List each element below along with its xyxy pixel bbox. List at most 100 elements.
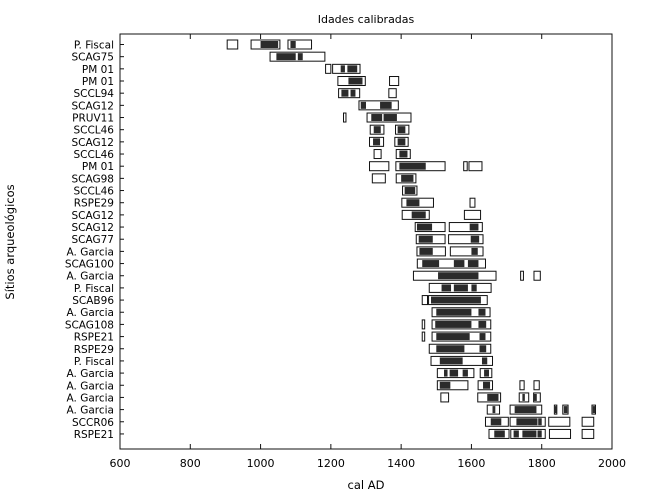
range-95-bar [416, 258, 486, 269]
range-68-bar [462, 369, 468, 377]
site-label: SCCL46 [73, 186, 114, 198]
range-68-bar [422, 260, 440, 268]
site-label: SCAG12 [72, 222, 115, 234]
site-label: PM 01 [82, 64, 114, 76]
site-row: SCCL94 [73, 88, 397, 100]
range-68-bar [554, 406, 557, 414]
site-row: A. Garcia [67, 380, 540, 392]
site-label: RSPE29 [74, 344, 114, 356]
range-95-bar [269, 51, 326, 62]
site-label: A. Garcia [67, 368, 114, 380]
range-68-bar [439, 357, 463, 365]
range-95-bar [325, 63, 332, 74]
site-row: SCAG12 [72, 222, 483, 234]
site-label: SCCL46 [73, 125, 114, 137]
site-label: P. Fiscal [74, 356, 114, 368]
range-95-bar [226, 39, 239, 50]
site-row: SCAG100 [65, 258, 486, 271]
plot-area [119, 33, 613, 450]
range-68-bar [360, 101, 366, 109]
site-row: SCCL46 [73, 149, 411, 161]
site-label: SCCL46 [73, 149, 114, 161]
range-68-bar [397, 138, 406, 146]
range-68-bar [399, 150, 408, 158]
x-tick-label: 1400 [387, 457, 415, 470]
site-label: SCAG12 [72, 100, 115, 112]
range-95-bar [358, 100, 399, 111]
range-68-bar [260, 41, 279, 48]
range-95-bar [520, 270, 524, 281]
range-95-bar [343, 112, 347, 123]
range-95-bar [421, 331, 426, 342]
site-label: SCAG100 [65, 259, 114, 271]
x-tick-label: 1800 [528, 457, 556, 470]
site-row: A. Garcia [67, 307, 491, 319]
range-68-bar [373, 126, 381, 134]
site-label: A. Garcia [67, 380, 114, 392]
range-95-bar [338, 88, 361, 99]
range-95-bar [463, 209, 482, 220]
range-95-bar [468, 161, 483, 172]
site-label: SCCL94 [73, 88, 114, 100]
range-95-bar [371, 173, 386, 184]
range-68-bar [416, 223, 433, 231]
site-label: A. Garcia [67, 405, 114, 417]
site-row: RSPE29 [74, 343, 492, 356]
range-68-bar [494, 430, 505, 438]
range-68-bar [483, 381, 491, 389]
range-68-bar [479, 333, 486, 341]
range-68-bar [533, 393, 537, 401]
site-label: SCAG77 [72, 234, 115, 246]
site-row: RSPE21 [74, 428, 595, 441]
site-row: SCAG75 [72, 51, 326, 64]
range-68-bar [471, 247, 478, 255]
site-label: SCAG98 [72, 173, 115, 185]
range-68-bar [436, 308, 472, 316]
range-68-bar [469, 223, 479, 231]
site-row: PM 01 [82, 161, 483, 173]
range-95-bar [533, 380, 540, 391]
site-label: PRUV11 [72, 113, 114, 125]
range-68-bar [297, 53, 303, 61]
range-68-bar [470, 235, 480, 243]
site-row: SCCR06 [72, 416, 595, 429]
site-row: RSPE21 [74, 331, 492, 344]
range-95-bar [533, 392, 541, 403]
range-68-bar [481, 357, 488, 365]
range-68-bar [418, 235, 433, 243]
site-row: A. Garcia [67, 392, 541, 404]
range-68-bar [276, 53, 296, 61]
range-68-bar [471, 284, 477, 292]
range-68-bar [490, 418, 502, 426]
range-95-bar [448, 222, 483, 233]
site-row: PM 01 [82, 76, 400, 88]
plot-frame [119, 33, 613, 450]
x-axis: 600 800 1000 1200 1400 1600 1800 2000 [110, 34, 626, 470]
site-row: A. Garcia [67, 270, 541, 283]
range-95-bar [581, 428, 595, 439]
site-row: SCAG12 [72, 209, 482, 222]
range-68-bar [435, 320, 472, 328]
site-label: SCAG108 [65, 319, 114, 331]
range-95-bar [448, 234, 484, 245]
site-row: SCCL46 [73, 185, 418, 198]
x-tick-label: 1600 [457, 457, 485, 470]
range-95-bar [469, 197, 476, 208]
x-tick-label: 600 [110, 457, 131, 470]
range-68-bar [348, 77, 363, 85]
x-axis-label: cal AD [348, 478, 385, 492]
site-row: A. Garcia [67, 246, 484, 258]
range-68-bar [397, 126, 406, 134]
range-68-bar [522, 430, 537, 438]
range-95-bar [332, 63, 361, 74]
range-68-bar [380, 101, 392, 109]
range-68-bar [592, 406, 596, 414]
range-68-bar [441, 284, 452, 292]
range-68-bar [478, 308, 486, 316]
range-95-bar [287, 39, 313, 50]
site-row: SCCL46 [73, 124, 410, 137]
site-label: A. Garcia [67, 271, 114, 283]
range-68-bar [350, 89, 356, 97]
site-label: SCAG75 [72, 52, 115, 64]
range-95-bar [373, 149, 382, 160]
